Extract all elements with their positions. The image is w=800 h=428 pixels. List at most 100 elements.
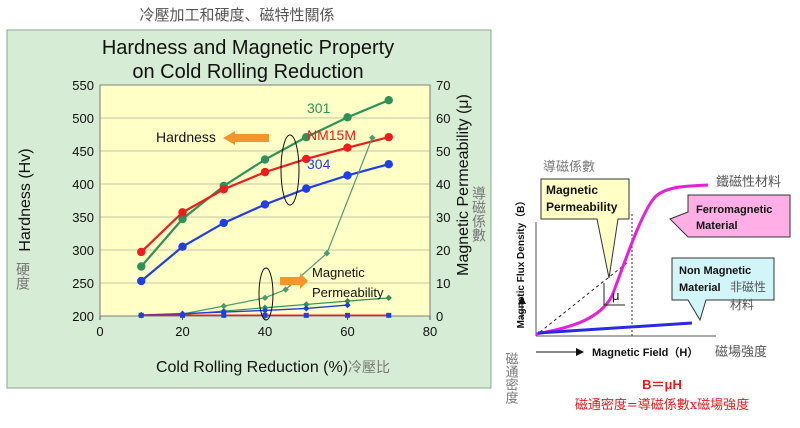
- series-nm15m-mu-point: [303, 312, 309, 318]
- series-nm15m-point: [343, 143, 352, 152]
- hardness-ellipse: [280, 134, 300, 206]
- y-tick-label: 400: [72, 177, 94, 192]
- series-nm15m-point: [384, 132, 393, 142]
- ferromagnetic-callout: [669, 194, 791, 238]
- bh-y-arrow-head: [518, 296, 526, 304]
- series-301-point: [137, 262, 146, 271]
- series-301-mu-trend-point: [323, 250, 331, 257]
- series-nm15m-point: [219, 185, 228, 194]
- series-304-mu-point: [261, 307, 269, 314]
- hardness-annotation: Hardness: [156, 129, 216, 145]
- y-axis-title-zh: 硬度: [14, 262, 30, 290]
- ferro-zh-label: 鐵磁性材料: [716, 174, 781, 190]
- callout-perm-line-1: Magnetic: [546, 183, 598, 197]
- permeability-slope-line: [539, 261, 629, 333]
- mu-triangle: [603, 283, 625, 306]
- magnetic-arrow-icon: [280, 273, 308, 289]
- series-304-point: [219, 218, 228, 228]
- y2-tick-label: 0: [436, 309, 443, 324]
- series-304-mu-line: [141, 304, 348, 316]
- grid-lines: [100, 84, 430, 317]
- x-axis-title-zh: 冷壓比: [348, 360, 390, 376]
- series-301-mu-trend-point: [282, 286, 289, 293]
- series-nm15m-point: [302, 154, 311, 164]
- series-301-mu-point: [385, 294, 392, 302]
- y-axis-title: Hardness (Hv): [17, 148, 34, 251]
- y-tick-label: 250: [72, 276, 94, 291]
- series-301-mu-trend-point: [261, 294, 269, 302]
- callout-ferro-line-1: Ferromagnetic: [696, 204, 772, 216]
- callout-ferro-line-2: Material: [696, 220, 738, 232]
- series-301-point: [302, 132, 311, 142]
- formula: B＝μH: [642, 377, 682, 392]
- x-tick-label: 60: [340, 324, 354, 339]
- bh-x-label-zh: 磁場強度: [715, 344, 767, 360]
- series-304-mu-point: [303, 305, 310, 312]
- y-tick-label: 200: [72, 309, 94, 324]
- series-nm15m-mu-point: [180, 312, 185, 318]
- series-304-point: [137, 276, 146, 286]
- series-304-point: [384, 160, 393, 169]
- mu-label: μ: [612, 288, 620, 303]
- x-tick-label: 20: [175, 324, 189, 339]
- y-tick-label: 450: [72, 144, 94, 159]
- callout-nonmag-line-2: Material: [679, 282, 721, 294]
- y2-axis-title: Magnetic Permeability (μ): [455, 94, 472, 276]
- series-layer: [137, 95, 393, 319]
- series-nm15m-mu-point: [262, 312, 268, 318]
- series-301-point: [384, 95, 393, 105]
- callout-nonmag-line-1: Non Magnetic: [679, 265, 751, 277]
- series-nm15m-mu-point: [138, 312, 144, 318]
- non-magnetic-callout: [671, 257, 775, 322]
- y-tick-label: 500: [72, 111, 94, 126]
- bh-x-label: Magnetic Field（H）: [592, 346, 698, 359]
- nonmag-zh-label: 非磁性: [730, 279, 766, 294]
- series-label-nm15m: NM15M: [307, 127, 356, 143]
- series-nm15m-point: [178, 208, 187, 217]
- permeability-annotation: Permeability: [312, 285, 384, 300]
- series-nm15m-mu-point: [386, 312, 392, 318]
- y2-tick-label: 70: [436, 78, 450, 93]
- series-304-point: [343, 171, 352, 180]
- bh-x-arrow-head: [576, 348, 584, 356]
- series-301-mu-trend-point: [369, 134, 376, 141]
- x-axis-title: Cold Rolling Reduction (%): [156, 359, 348, 376]
- bh-top-zh: 導磁係數: [543, 160, 595, 175]
- series-label-304: 304: [307, 156, 331, 172]
- x-tick-label: 80: [423, 324, 437, 339]
- y2-tick-label: 50: [436, 144, 450, 159]
- chart-title-line-2: on Cold Rolling Reduction: [132, 61, 363, 83]
- x-tick-label: 0: [96, 324, 103, 339]
- y2-tick-label: 60: [436, 111, 450, 126]
- y-tick-label: 300: [72, 243, 94, 258]
- series-nm15m-mu-point: [345, 312, 350, 318]
- y2-tick-label: 40: [436, 177, 450, 192]
- bh-y-label-zh: 磁通密度: [503, 352, 519, 404]
- formula-zh: 磁通密度=導磁係數x磁場強度: [575, 397, 749, 413]
- series-301-point: [260, 155, 270, 164]
- series-label-301: 301: [307, 100, 331, 116]
- ferromagnetic-curve: [535, 183, 709, 336]
- y-tick-label: 550: [72, 78, 94, 93]
- y2-tick-label: 30: [436, 210, 450, 225]
- y2-tick-label: 10: [436, 276, 450, 291]
- x-tick-label: 40: [258, 324, 272, 339]
- series-nm15m-mu-point: [221, 312, 227, 318]
- series-301-mu-trend-point: [220, 302, 227, 310]
- magnetic-annotation: Magnetic: [312, 265, 365, 280]
- series-304-mu-point: [344, 301, 351, 309]
- y2-axis-title-zh: 導磁係數: [470, 186, 486, 242]
- series-nm15m-point: [260, 167, 270, 177]
- series-301-mu-point: [344, 297, 351, 305]
- bh-diagram: 導磁係數 μ Magnetic Permeability 鐵磁性材料 Ferro…: [503, 160, 791, 413]
- series-nm15m-point: [137, 247, 146, 257]
- series-304-point: [260, 200, 270, 209]
- hardness-arrow-icon: [223, 131, 269, 145]
- callout-perm-line-2: Permeability: [546, 200, 618, 214]
- y2-tick-label: 20: [436, 243, 450, 258]
- series-301-point: [178, 214, 187, 224]
- chart-title-line-1: Hardness and Magnetic Property: [102, 37, 394, 59]
- series-301-mu-point: [303, 301, 310, 308]
